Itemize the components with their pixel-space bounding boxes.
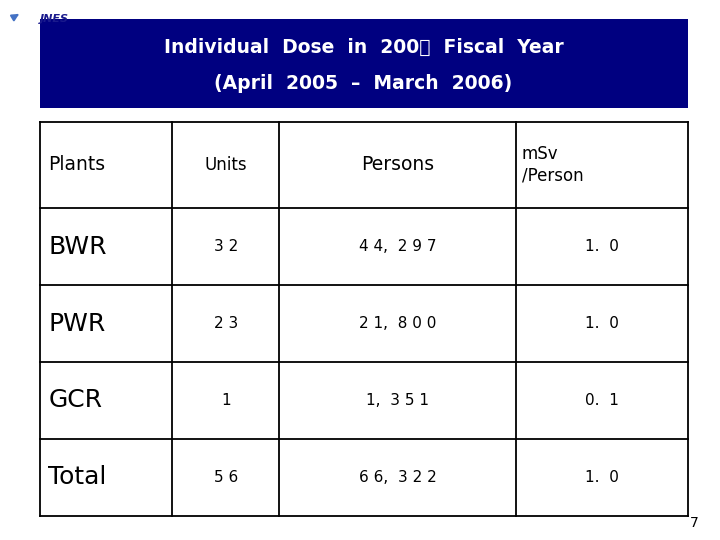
Text: 7: 7 xyxy=(690,516,698,530)
Text: 1.  0: 1. 0 xyxy=(585,239,618,254)
Text: 6 6,  3 2 2: 6 6, 3 2 2 xyxy=(359,470,436,485)
Text: GCR: GCR xyxy=(48,388,102,413)
Text: mSv
/Person: mSv /Person xyxy=(521,145,583,184)
Text: 2 3: 2 3 xyxy=(214,316,238,331)
Text: 2 1,  8 0 0: 2 1, 8 0 0 xyxy=(359,316,436,331)
Text: Individual  Dose  in  200５  Fiscal  Year: Individual Dose in 200５ Fiscal Year xyxy=(163,38,564,57)
Text: Plants: Plants xyxy=(48,156,105,174)
Text: Units: Units xyxy=(204,156,247,174)
Text: 1,  3 5 1: 1, 3 5 1 xyxy=(366,393,429,408)
Text: PWR: PWR xyxy=(48,312,106,335)
Text: 4 4,  2 9 7: 4 4, 2 9 7 xyxy=(359,239,436,254)
Text: Persons: Persons xyxy=(361,156,434,174)
Bar xyxy=(40,122,688,516)
Text: 3 2: 3 2 xyxy=(214,239,238,254)
Text: 0.  1: 0. 1 xyxy=(585,393,618,408)
Text: Total: Total xyxy=(48,465,107,489)
Text: 1.  0: 1. 0 xyxy=(585,470,618,485)
Text: BWR: BWR xyxy=(48,235,107,259)
Text: (April  2005  –  March  2006): (April 2005 – March 2006) xyxy=(215,73,513,92)
Text: 5 6: 5 6 xyxy=(214,470,238,485)
Bar xyxy=(40,19,688,108)
Text: 1: 1 xyxy=(221,393,230,408)
Text: 1.  0: 1. 0 xyxy=(585,316,618,331)
Text: JNES: JNES xyxy=(40,14,68,24)
